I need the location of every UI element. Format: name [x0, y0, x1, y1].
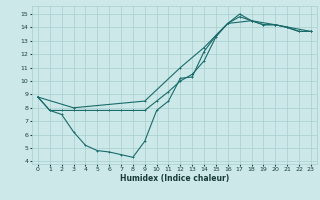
X-axis label: Humidex (Indice chaleur): Humidex (Indice chaleur) [120, 174, 229, 183]
